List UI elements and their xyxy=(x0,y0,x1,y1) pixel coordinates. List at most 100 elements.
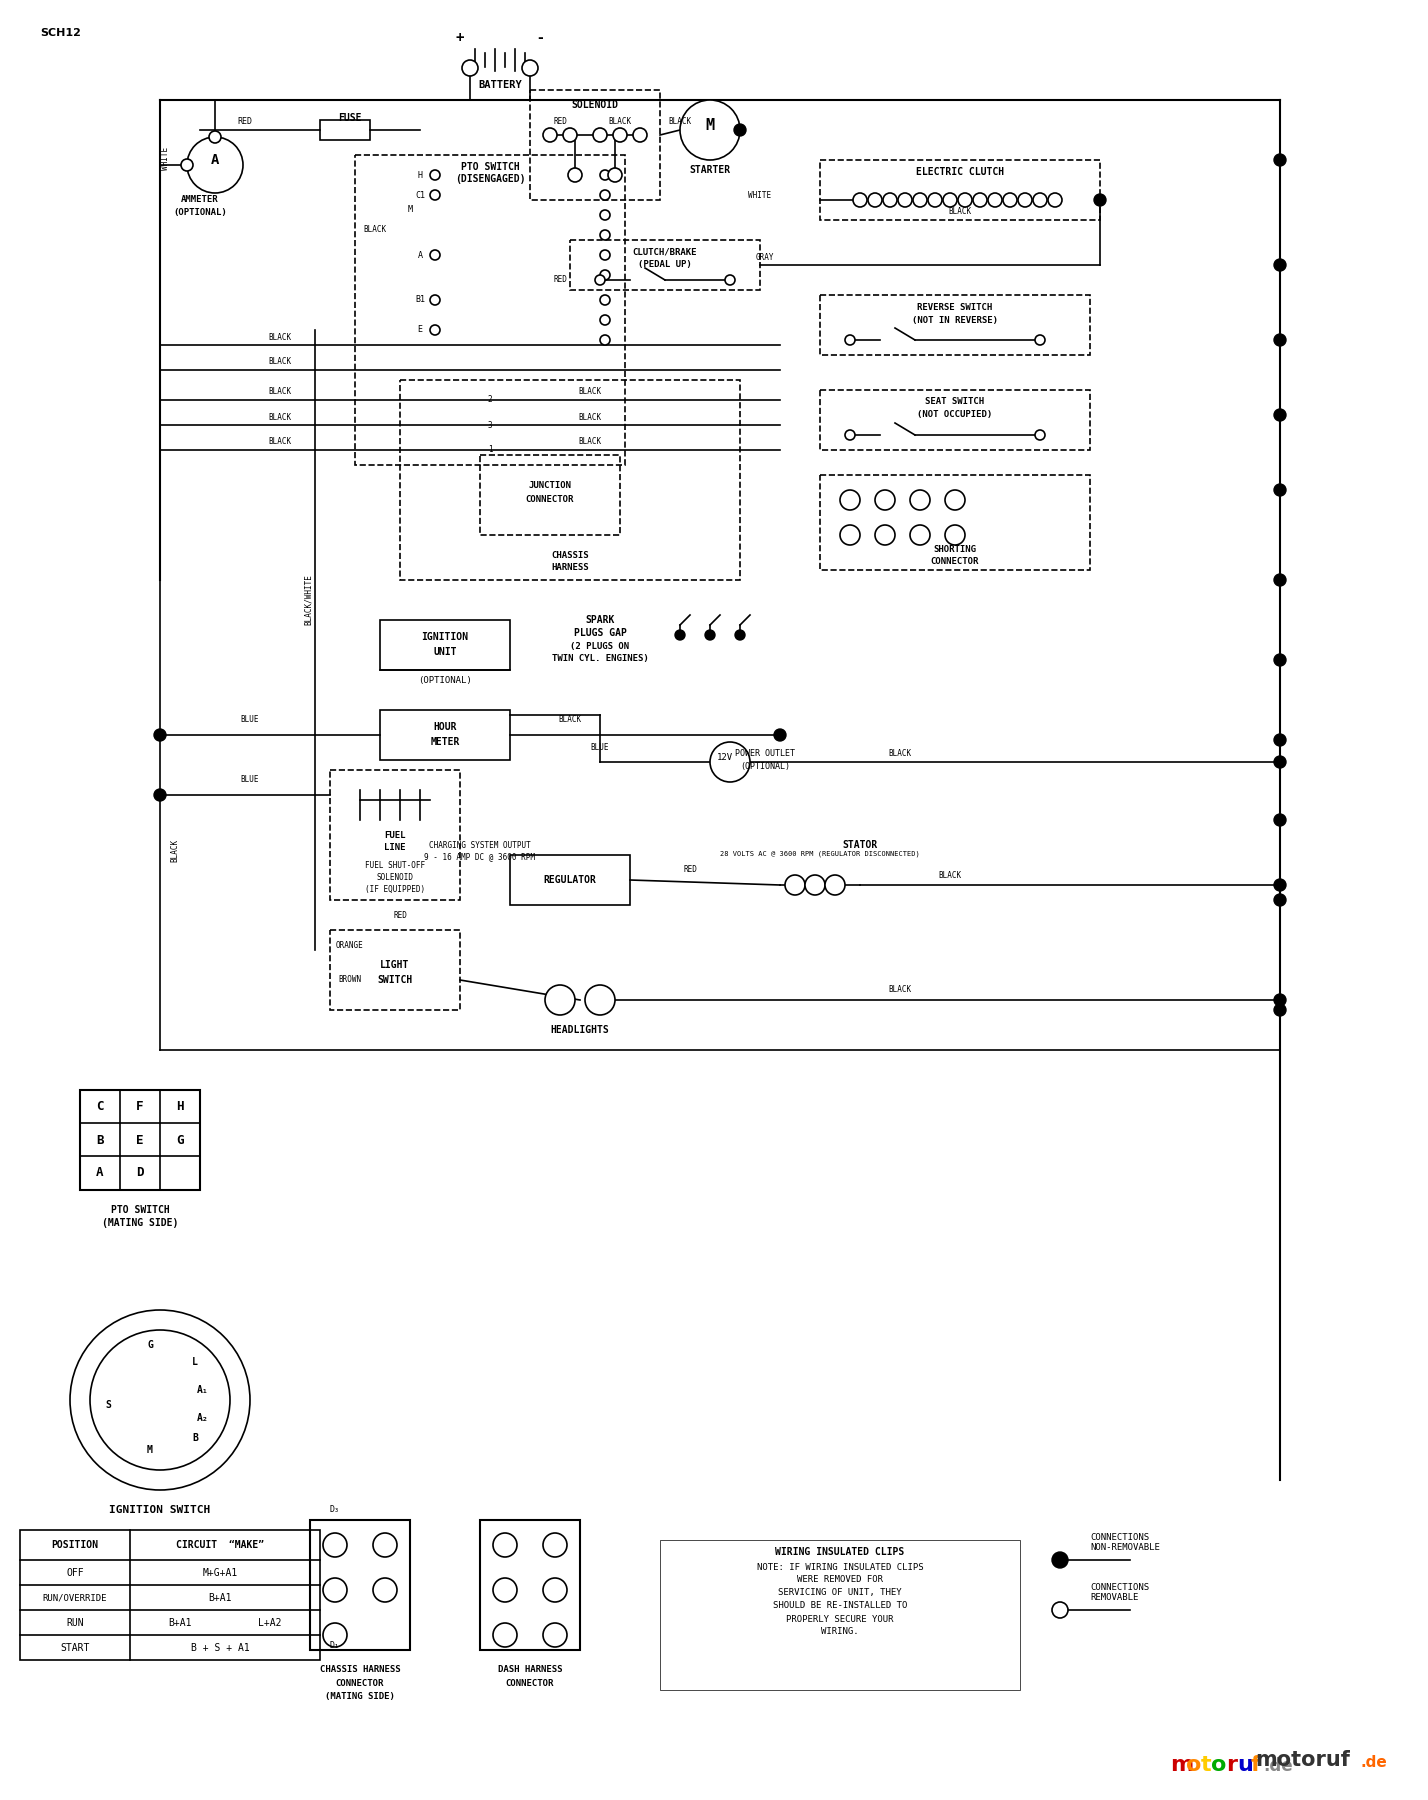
Text: IGNITION SWITCH: IGNITION SWITCH xyxy=(110,1505,210,1516)
Text: SERVICING OF UNIT, THEY: SERVICING OF UNIT, THEY xyxy=(778,1589,902,1598)
Text: FUEL SHUT-OFF: FUEL SHUT-OFF xyxy=(366,860,426,869)
Text: ELECTRIC CLUTCH: ELECTRIC CLUTCH xyxy=(915,167,1004,176)
Text: BROWN: BROWN xyxy=(338,976,361,985)
Circle shape xyxy=(945,490,965,509)
Bar xyxy=(820,391,1090,450)
Text: BLACK: BLACK xyxy=(948,207,971,216)
Circle shape xyxy=(600,191,610,200)
Text: SOLENOID: SOLENOID xyxy=(571,101,618,110)
Circle shape xyxy=(563,128,577,142)
Text: CONNECTOR: CONNECTOR xyxy=(336,1678,384,1688)
Text: (OPTIONAL): (OPTIONAL) xyxy=(418,675,471,684)
Text: m: m xyxy=(1170,1755,1194,1775)
Text: -: - xyxy=(537,31,543,45)
Text: D₃: D₃ xyxy=(330,1505,340,1514)
Text: BLUE: BLUE xyxy=(591,742,610,752)
Circle shape xyxy=(1274,814,1287,826)
Text: (PEDAL UP): (PEDAL UP) xyxy=(638,261,693,270)
Text: BLUE: BLUE xyxy=(241,776,260,785)
Text: 2: 2 xyxy=(488,396,493,405)
Text: F: F xyxy=(136,1100,144,1114)
Circle shape xyxy=(1274,574,1287,587)
Text: BLACK: BLACK xyxy=(938,871,961,880)
Text: CHASSIS: CHASSIS xyxy=(551,551,588,560)
Text: f: f xyxy=(1251,1755,1261,1775)
Text: SCH12: SCH12 xyxy=(40,29,81,38)
Text: M: M xyxy=(407,205,413,214)
Text: BLACK: BLACK xyxy=(578,437,601,446)
Circle shape xyxy=(945,526,965,545)
Text: 1: 1 xyxy=(488,446,493,454)
Circle shape xyxy=(568,167,583,182)
Circle shape xyxy=(875,490,895,509)
Text: C1: C1 xyxy=(416,191,426,200)
Text: BLACK: BLACK xyxy=(268,412,291,421)
Text: (OPTIONAL): (OPTIONAL) xyxy=(740,763,790,772)
Text: M: M xyxy=(705,117,714,133)
Text: L: L xyxy=(191,1357,198,1366)
Text: BLACK: BLACK xyxy=(364,225,387,234)
Text: A₂: A₂ xyxy=(197,1413,208,1424)
Text: PTO SWITCH: PTO SWITCH xyxy=(110,1204,170,1215)
Circle shape xyxy=(734,124,745,137)
Circle shape xyxy=(845,335,855,346)
Circle shape xyxy=(187,137,243,193)
Bar xyxy=(400,380,740,580)
Text: WHITE: WHITE xyxy=(748,191,771,200)
Bar xyxy=(116,1345,206,1454)
Text: CONNECTOR: CONNECTOR xyxy=(526,495,574,504)
Text: POSITION: POSITION xyxy=(51,1541,99,1550)
Circle shape xyxy=(774,729,785,742)
Circle shape xyxy=(208,131,221,142)
Text: G: G xyxy=(176,1134,184,1147)
Text: POWER OUTLET: POWER OUTLET xyxy=(735,749,795,758)
Text: motoruf: motoruf xyxy=(1255,1750,1349,1769)
Circle shape xyxy=(1094,194,1107,205)
Circle shape xyxy=(323,1624,347,1647)
Text: B: B xyxy=(96,1134,104,1147)
Text: (DISENGAGED): (DISENGAGED) xyxy=(454,175,526,184)
Bar xyxy=(660,1541,1020,1690)
Circle shape xyxy=(825,875,845,895)
Circle shape xyxy=(600,169,610,180)
Text: BLACK: BLACK xyxy=(888,749,911,758)
Text: SPARK: SPARK xyxy=(585,616,614,625)
Circle shape xyxy=(675,630,685,641)
Text: FUEL: FUEL xyxy=(384,830,406,839)
Text: r: r xyxy=(1227,1755,1237,1775)
Circle shape xyxy=(430,169,440,180)
Circle shape xyxy=(1274,734,1287,745)
Circle shape xyxy=(910,490,930,509)
Circle shape xyxy=(543,1579,567,1602)
Text: LINE: LINE xyxy=(384,844,406,853)
Circle shape xyxy=(1018,193,1032,207)
Text: STATOR: STATOR xyxy=(843,841,878,850)
Circle shape xyxy=(1032,193,1047,207)
Circle shape xyxy=(845,430,855,439)
Text: BLACK: BLACK xyxy=(268,437,291,446)
Text: OFF: OFF xyxy=(66,1568,84,1579)
Text: PLUGS GAP: PLUGS GAP xyxy=(574,628,627,637)
Bar xyxy=(380,709,510,760)
Text: 9 - 16 AMP DC @ 3600 RPM: 9 - 16 AMP DC @ 3600 RPM xyxy=(424,853,536,862)
Circle shape xyxy=(1274,484,1287,497)
Text: B + S + A1: B + S + A1 xyxy=(190,1643,250,1652)
Text: o: o xyxy=(1187,1755,1201,1775)
Circle shape xyxy=(1274,155,1287,166)
Circle shape xyxy=(595,275,605,284)
Circle shape xyxy=(600,335,610,346)
Text: CHARGING SYSTEM OUTPUT: CHARGING SYSTEM OUTPUT xyxy=(430,841,531,850)
Bar xyxy=(330,931,460,1010)
Text: +: + xyxy=(456,31,464,45)
Circle shape xyxy=(608,167,623,182)
Text: SEAT SWITCH: SEAT SWITCH xyxy=(925,398,984,407)
Text: (2 PLUGS ON: (2 PLUGS ON xyxy=(570,641,630,650)
Text: RED: RED xyxy=(553,275,567,284)
Circle shape xyxy=(705,630,715,641)
Circle shape xyxy=(90,1330,230,1471)
Circle shape xyxy=(1052,1552,1068,1568)
Text: BLUE: BLUE xyxy=(241,715,260,724)
Text: CONNECTIONS: CONNECTIONS xyxy=(1090,1582,1150,1591)
Text: WERE REMOVED FOR: WERE REMOVED FOR xyxy=(797,1575,883,1584)
Circle shape xyxy=(928,193,942,207)
